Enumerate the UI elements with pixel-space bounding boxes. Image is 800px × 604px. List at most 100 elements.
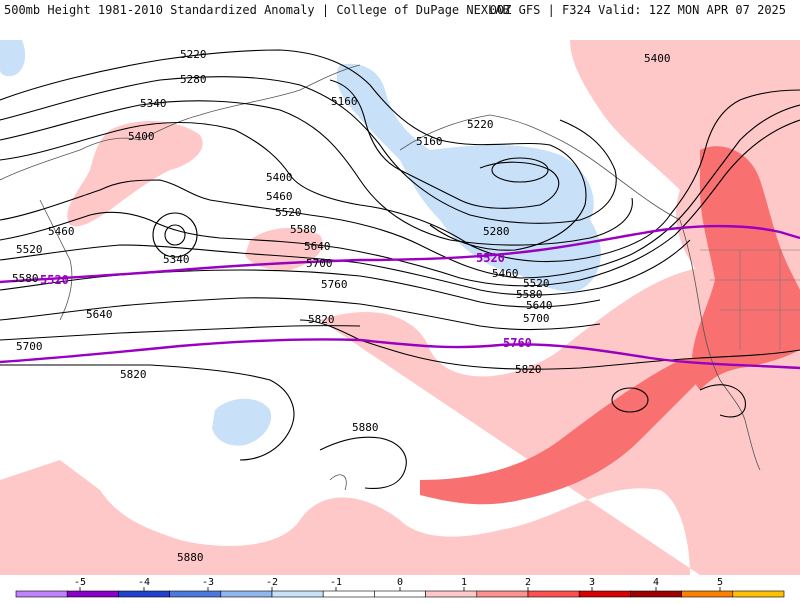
colorbar-tick-label: 0 [397,577,403,588]
negative-anomaly-nw [0,40,26,77]
contour-label: 5460 [266,190,293,203]
anomaly-shading [0,40,800,575]
contour-label: 5520 [523,277,550,290]
contour-label: 5160 [416,135,443,148]
contour-label: 5820 [308,313,335,326]
colorbar-swatch [681,590,734,598]
coastline-alaska [399,114,681,221]
highlight-contour-5760 [0,338,800,370]
contour-low-gulf [491,157,549,183]
contour-label: 5580 [516,288,543,301]
colorbar-tick-label: -2 [266,577,278,588]
colorbar-tick-label: -4 [138,577,150,588]
contour-5220 [0,49,587,251]
contour-5700 [0,297,601,331]
coastline-hawaii [329,474,347,491]
colorbar-tick-label: -1 [330,577,342,588]
strong-positive-anomaly-pacific [420,358,702,505]
contour-label: 5460 [492,267,519,280]
contour-label: 5820 [515,363,542,376]
contour-low-center-2 [152,212,198,258]
colorbar-swatch [630,590,682,598]
contour-label: 5520 [275,206,302,219]
colorbar-ticks: -5 -4 -3 -2 -1 0 1 2 3 4 5 [74,577,723,591]
contour-label: 5340 [163,253,190,266]
contour-label: 5580 [12,272,39,285]
highlight-label: 5520 [40,273,69,287]
highlight-labels: 5520 5520 5760 [40,251,532,350]
contour-label: 5700 [16,340,43,353]
colorbar: -5 -4 -3 -2 -1 0 1 2 3 4 5 [0,575,800,600]
negative-anomaly-alaska-gulf [336,63,601,292]
contour-label: 5340 [140,97,167,110]
highlight-contour-5520 [0,224,800,284]
colorbar-swatch [15,590,68,598]
contour-label: 5400 [266,171,293,184]
contour-5580 [0,239,691,296]
colorbar-tick-label: 3 [589,577,595,588]
map-svg: 5220 5280 5340 5400 5460 5520 5580 5640 … [0,40,800,575]
highlight-label: 5520 [476,251,505,265]
contour-label: 5700 [523,312,550,325]
contour-label: 5400 [128,130,155,143]
colorbar-swatch [425,590,478,598]
colorbar-svg: -5 -4 -3 -2 -1 0 1 2 3 4 5 [15,577,785,598]
contour-labels: 5220 5280 5340 5400 5460 5520 5580 5640 … [12,48,671,564]
contour-label: 5700 [306,257,333,270]
contour-5520 [0,119,800,287]
coastline-west-us [679,219,746,421]
coastline-baja [744,419,761,471]
contour-label: 5760 [321,278,348,291]
contour-label: 5880 [177,551,204,564]
colorbar-swatch [578,590,631,598]
contour-label: 5220 [467,118,494,131]
colorbar-tick-label: 5 [717,577,723,588]
contour-label: 5640 [526,299,553,312]
contour-label: 5160 [331,95,358,108]
model-run-info: 00Z GFS | F324 Valid: 12Z MON APR 07 202… [489,3,786,17]
contour-label: 5880 [352,421,379,434]
colorbar-swatch [732,590,785,598]
contour-5760 [0,325,361,341]
strong-positive-anomaly-west-coast [691,146,800,390]
contour-5400 [0,89,800,263]
colorbar-tick-label: 2 [525,577,531,588]
highlight-contours [0,224,800,370]
colorbar-swatch [220,590,273,598]
contour-label: 5400 [644,52,671,65]
positive-anomaly-bering [67,120,203,227]
contour-5880 [319,436,407,489]
contour-5820-closed [699,384,746,418]
header-bar: 500mb Height 1981-2010 Standardized Anom… [0,0,800,20]
contour-5340 [0,100,633,246]
coastline-kamchatka [39,199,73,321]
colorbar-swatch [527,590,580,598]
contour-5460 [0,104,800,279]
colorbar-tick-label: 1 [461,577,467,588]
colorbar-swatch [322,590,375,598]
contour-label: 5280 [483,225,510,238]
contour-label: 5280 [180,73,207,86]
map-panel: 5220 5280 5340 5400 5460 5520 5580 5640 … [0,20,800,575]
contour-label: 5640 [86,308,113,321]
colorbar-swatch [374,590,426,598]
colorbar-swatch [66,590,119,598]
highlight-label: 5760 [503,336,532,350]
contour-label: 5820 [120,368,147,381]
colorbar-swatch [271,590,324,598]
contour-low-center [164,224,186,246]
contour-label: 5220 [180,48,207,61]
contour-high-pacific [611,387,649,413]
contour-5160 [329,79,560,209]
contour-label: 5460 [48,225,75,238]
negative-anomaly-pacific [212,398,272,446]
colorbar-swatch [118,590,170,598]
colorbar-boxes [15,590,785,598]
contour-label: 5520 [16,243,43,256]
map-title: 500mb Height 1981-2010 Standardized Anom… [4,3,510,17]
contour-label: 5640 [304,240,331,253]
colorbar-tick-label: -5 [74,577,86,588]
colorbar-swatch [169,590,222,598]
positive-anomaly-west [0,516,114,575]
